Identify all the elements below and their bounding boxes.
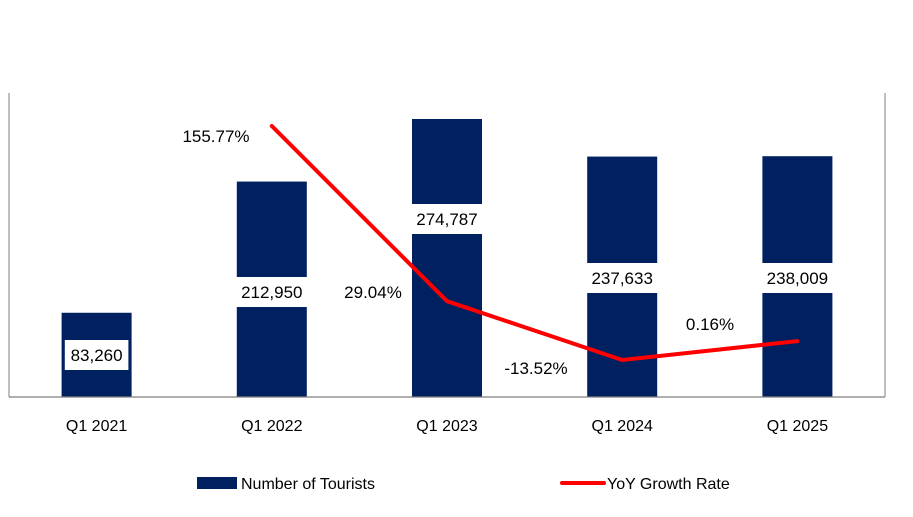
bar-label-bg	[64, 340, 129, 370]
bar-label-bg	[235, 277, 309, 307]
legend-swatch-bar	[197, 477, 237, 489]
x-tick-label: Q1 2023	[416, 418, 477, 435]
labels-layer: 83,260 212,950 274,787 237,633 238,009 155.77…	[64, 127, 834, 378]
x-tick-label: Q1 2021	[66, 418, 127, 435]
x-tick-label: Q1 2024	[592, 418, 653, 435]
growth-line-layer	[269, 124, 800, 362]
bar-3	[412, 119, 482, 397]
bar-label-bg	[410, 204, 484, 234]
bar-data-label: 212,950	[241, 283, 302, 302]
x-tick-label: Q1 2022	[241, 418, 302, 435]
legend-label-tourists: Number of Tourists	[241, 476, 375, 493]
growth-rate-line	[269, 124, 800, 362]
axis-layer: Q1 2021 Q1 2022 Q1 2023 Q1 2024 Q1 2025	[8, 93, 886, 435]
bar-data-label: 237,633	[591, 269, 652, 288]
bar-label-bg	[585, 263, 659, 293]
bar-data-label: 83,260	[71, 346, 123, 365]
growth-data-label: -13.52%	[504, 359, 567, 378]
bar-data-label: 238,009	[767, 269, 828, 288]
bar-label-bg	[760, 263, 834, 293]
x-tick-label: Q1 2025	[767, 418, 828, 435]
bars-layer	[61, 119, 833, 397]
bar-data-label: 274,787	[416, 210, 477, 229]
growth-data-label: 29.04%	[344, 283, 402, 302]
growth-data-label: 155.77%	[182, 127, 249, 146]
legend: Number of Tourists YoY Growth Rate	[197, 476, 730, 493]
legend-label-growth: YoY Growth Rate	[607, 476, 730, 493]
growth-data-label: 0.16%	[686, 315, 734, 334]
